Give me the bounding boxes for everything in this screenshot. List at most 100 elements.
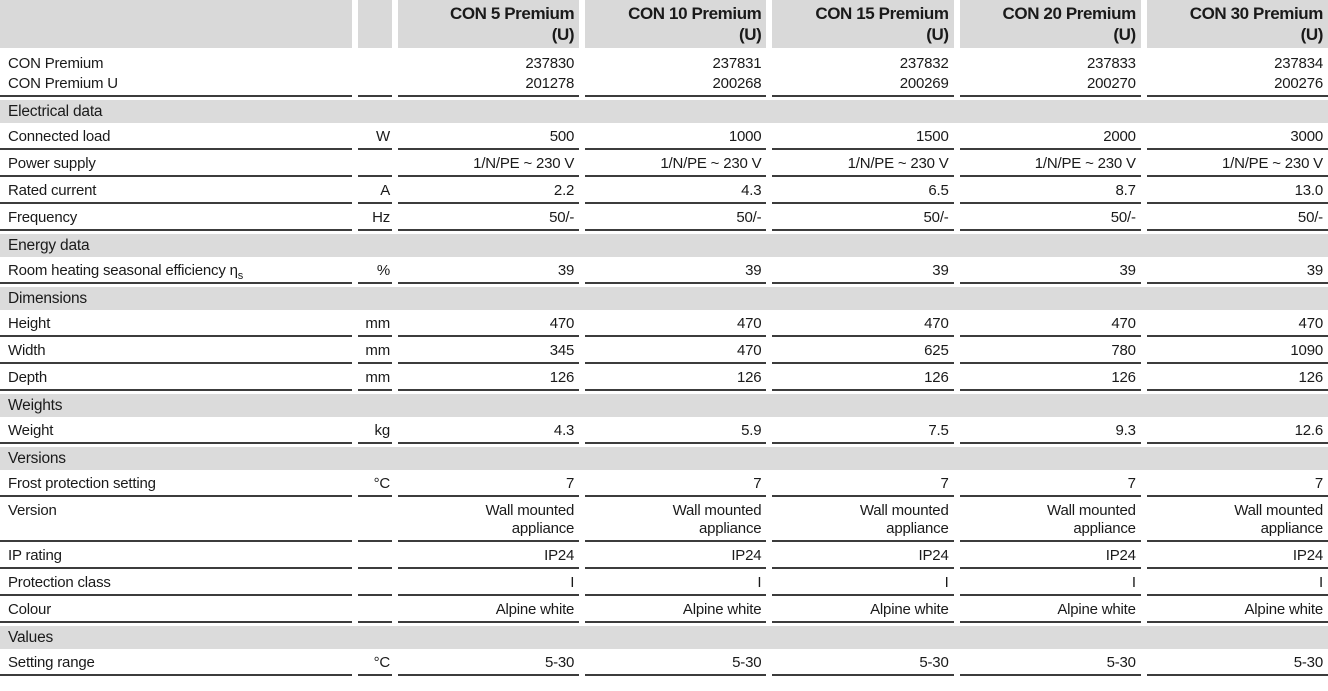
product-suffix: (U) — [1300, 25, 1324, 44]
row-value: Wall mounted appliance — [585, 497, 767, 542]
row-value: 126 — [772, 364, 954, 391]
header-unit-spacer — [358, 0, 392, 48]
row-label-text: Width — [8, 342, 46, 359]
row-label-text: Rated current — [8, 182, 97, 199]
row-unit — [358, 569, 392, 596]
row-label: CON Premium — [0, 48, 352, 73]
row-value: 50/- — [772, 204, 954, 231]
row-value: IP24 — [398, 542, 580, 569]
row-value: 1090 — [1146, 337, 1328, 364]
row-value: 6.5 — [772, 177, 954, 204]
row-label: Depth — [0, 364, 352, 391]
row-value: 126 — [959, 364, 1141, 391]
row-value: Alpine white — [398, 596, 580, 623]
row-unit: °C — [358, 470, 392, 497]
row-value: 5-30 — [585, 649, 767, 676]
row-value: 7 — [772, 470, 954, 497]
section-header-row: Values — [0, 626, 1328, 649]
row-value: 7 — [1146, 470, 1328, 497]
row-value: 200269 — [772, 73, 954, 97]
row-value: 1/N/PE ~ 230 V — [398, 150, 580, 177]
table-row: Weight kg 4.3 5.9 7.5 9.3 12.6 — [0, 417, 1328, 444]
row-value: 237831 — [712, 55, 762, 72]
row-value: 5-30 — [1146, 649, 1328, 676]
product-suffix: (U) — [551, 25, 575, 44]
product-suffix: (U) — [738, 25, 762, 44]
table-row: Room heating seasonal efficiency ηs% 39 39… — [0, 257, 1328, 284]
row-unit: % — [358, 257, 392, 284]
row-value: 237833 — [1086, 55, 1136, 72]
product-suffix: (U) — [1113, 25, 1136, 44]
header-product-con10: CON 10 Premium (U) — [585, 0, 767, 48]
row-value: 4.3 — [585, 177, 767, 204]
row-value: 470 — [585, 337, 767, 364]
row-unit: mm — [358, 364, 392, 391]
row-value: 39 — [772, 257, 954, 284]
row-unit: W — [358, 123, 392, 150]
row-value: 470 — [959, 310, 1141, 337]
row-value: IP24 — [585, 542, 767, 569]
table-row: Setting range °C 5-30 5-30 5-30 5-30 5-30 — [0, 649, 1328, 676]
row-value: 1/N/PE ~ 230 V — [585, 150, 767, 177]
row-value: 470 — [1146, 310, 1328, 337]
table-row: IP rating IP24 IP24 IP24 IP24 IP24 — [0, 542, 1328, 569]
row-value: IP24 — [959, 542, 1141, 569]
section-header-row: Weights — [0, 394, 1328, 417]
row-value: 39 — [1146, 257, 1328, 284]
table-row: CON Premium 237830 237831 237832 237833 23783… — [0, 48, 1328, 73]
row-value: 126 — [1146, 364, 1328, 391]
row-value: 2000 — [959, 123, 1141, 150]
table-row: Protection class I I I I I — [0, 569, 1328, 596]
row-value: I — [1146, 569, 1328, 596]
header-label-spacer — [0, 0, 352, 48]
product-name: CON 5 Premium — [449, 4, 575, 23]
row-value: 237830 — [525, 55, 575, 72]
header-product-con5: CON 5 Premium (U) — [398, 0, 580, 48]
row-label: Width — [0, 337, 352, 364]
section-header-row: Electrical data — [0, 100, 1328, 123]
row-label-text: CON Premium — [8, 55, 104, 72]
section-title: Dimensions — [8, 290, 87, 307]
row-value: 39 — [398, 257, 580, 284]
table-row: Frost protection setting °C 7 7 7 7 7 — [0, 470, 1328, 497]
row-value: I — [772, 569, 954, 596]
table-header-row: CON 5 Premium (U) CON 10 Premium (U) CON… — [0, 0, 1328, 48]
table-body: CON Premium 237830 237831 237832 237833 23783… — [0, 48, 1328, 676]
row-unit — [358, 596, 392, 623]
table-row: Rated current A 2.2 4.3 6.5 8.7 13.0 — [0, 177, 1328, 204]
section-title: Values — [8, 629, 54, 646]
section-title: Versions — [8, 450, 66, 467]
row-unit: Hz — [358, 204, 392, 231]
table-row: Power supply 1/N/PE ~ 230 V 1/N/PE ~ 230 V… — [0, 150, 1328, 177]
section-header-row: Dimensions — [0, 287, 1328, 310]
row-unit — [358, 542, 392, 569]
table-row: Frequency Hz 50/- 50/- 50/- 50/- 50/- — [0, 204, 1328, 231]
row-value: 12.6 — [1146, 417, 1328, 444]
row-label-text: Version — [8, 502, 57, 519]
row-value: 625 — [772, 337, 954, 364]
row-value: 126 — [585, 364, 767, 391]
row-label-text: IP rating — [8, 547, 62, 564]
row-value: 237834 — [1274, 55, 1323, 72]
row-unit — [358, 73, 392, 97]
row-value: Wall mounted appliance — [1146, 497, 1328, 542]
header-product-con30: CON 30 Premium (U) — [1146, 0, 1328, 48]
row-value: 237832 — [899, 55, 949, 72]
row-value: 1/N/PE ~ 230 V — [1146, 150, 1328, 177]
row-label-text: Depth — [8, 369, 48, 386]
row-label: Weight — [0, 417, 352, 444]
section-header-row: Versions — [0, 447, 1328, 470]
row-value: 5-30 — [959, 649, 1141, 676]
row-value: I — [959, 569, 1141, 596]
table-row: Width mm 345 470 625 780 1090 — [0, 337, 1328, 364]
row-label: Height — [0, 310, 352, 337]
product-spec-table: CON 5 Premium (U) CON 10 Premium (U) CON… — [0, 0, 1328, 676]
row-label-text: Weight — [8, 422, 54, 439]
row-label-text: Protection class — [8, 574, 111, 591]
row-label-text: Room heating seasonal efficiency η — [8, 262, 238, 279]
row-value: 201278 — [398, 73, 580, 97]
row-label-text: Power supply — [8, 155, 96, 172]
row-value: 7.5 — [772, 417, 954, 444]
row-value: 13.0 — [1146, 177, 1328, 204]
row-value: 50/- — [959, 204, 1141, 231]
